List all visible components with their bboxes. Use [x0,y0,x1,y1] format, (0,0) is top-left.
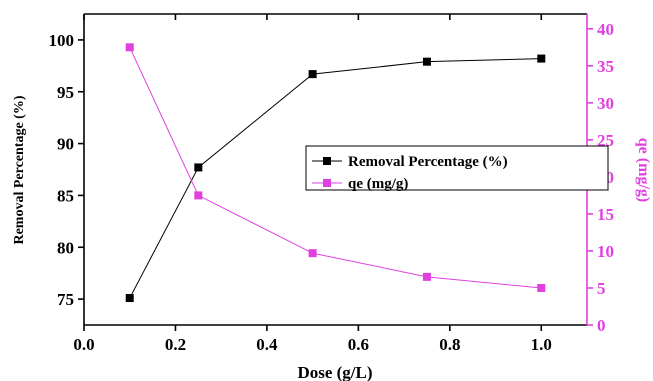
legend-marker-1 [323,157,331,165]
x-tick-label: 0.4 [256,335,278,354]
x-tick-label: 1.0 [531,335,552,354]
right-y-tick-label: 40 [597,20,614,39]
right-y-tick-label: 10 [597,242,614,261]
legend-label-1: Removal Percentage (%) [348,154,508,170]
left-y-tick-label: 95 [57,83,74,102]
legend-box [305,145,609,191]
legend-label-2: qe (mg/g) [348,176,408,192]
x-tick-label: 0.6 [348,335,369,354]
series-2-point [422,272,431,281]
series-1-point [308,70,317,79]
series-1-point [125,294,134,303]
series-1-point [537,54,546,63]
right-y-tick-label: 25 [597,131,614,150]
left-y-tick-label: 90 [57,135,74,154]
right-y-tick-label: 15 [597,205,614,224]
right-y-tick-label: 30 [597,94,614,113]
series-2-point [537,283,546,292]
right-y-tick-label: 0 [597,316,606,335]
series-1-point [422,57,431,66]
left-y-tick-label: 100 [49,31,75,50]
series-2-point [194,191,203,200]
series-1-point [194,163,203,172]
x-axis-title: Dose (g/L) [297,363,372,381]
series-2-point [125,43,134,52]
right-y-axis-title: qe (mg/g) [635,138,652,202]
left-y-tick-label: 85 [57,186,74,205]
left-y-tick-label: 80 [57,238,74,257]
left-y-tick-label: 75 [57,290,74,309]
left-y-axis-title: Removal Percentage (%) [12,95,27,244]
x-tick-label: 0.0 [73,335,94,354]
series-2-point [308,249,317,258]
right-y-tick-label: 5 [597,279,606,298]
x-tick-label: 0.8 [439,335,460,354]
legend-marker-2 [323,179,331,187]
x-tick-label: 0.2 [165,335,186,354]
right-y-tick-label: 35 [597,57,614,76]
